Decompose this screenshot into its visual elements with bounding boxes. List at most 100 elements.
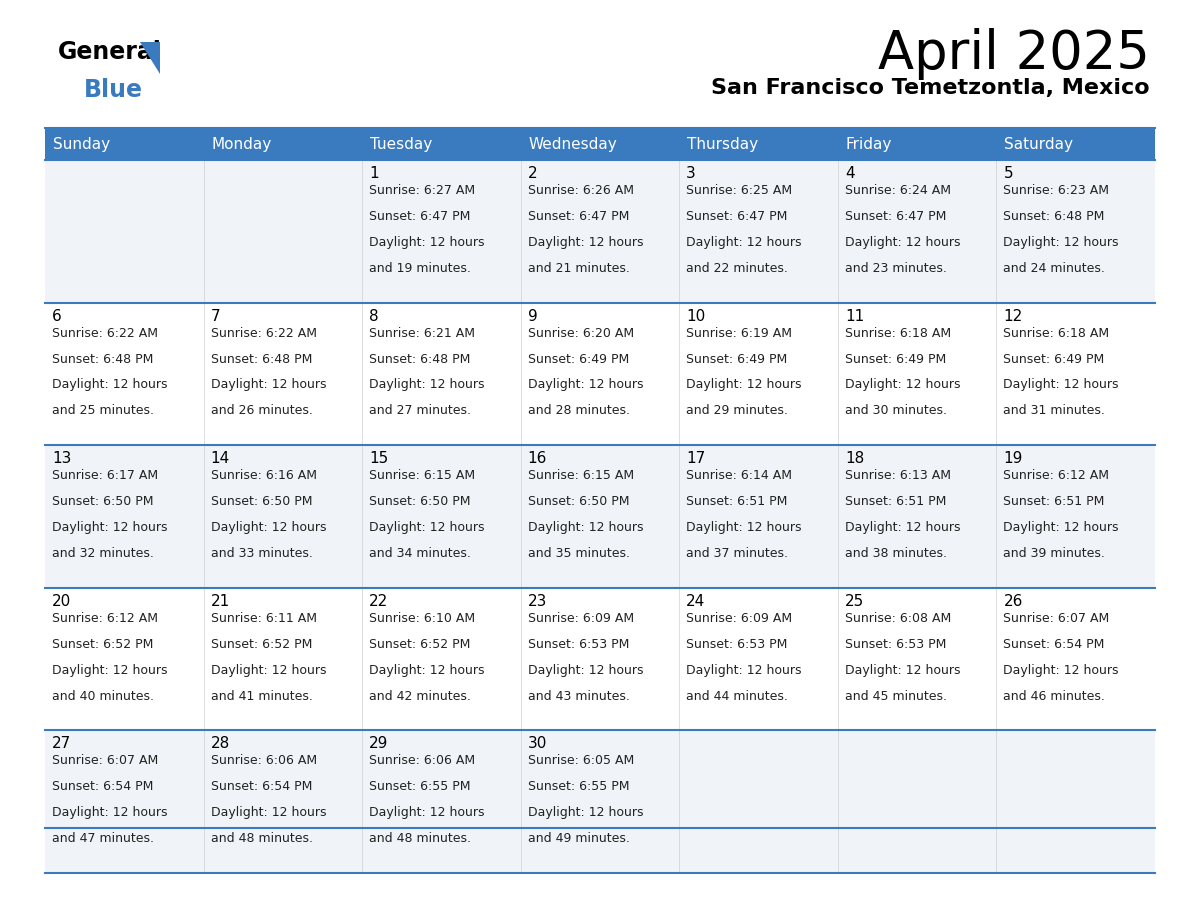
- Bar: [203, 303, 362, 445]
- Text: and 23 minutes.: and 23 minutes.: [845, 262, 947, 274]
- Bar: [680, 731, 838, 873]
- Text: Sunrise: 6:07 AM: Sunrise: 6:07 AM: [1004, 611, 1110, 625]
- Text: San Francisco Temetzontla, Mexico: San Francisco Temetzontla, Mexico: [712, 78, 1150, 98]
- Text: 16: 16: [527, 452, 548, 466]
- Text: and 26 minutes.: and 26 minutes.: [210, 405, 312, 418]
- Text: Sunset: 6:55 PM: Sunset: 6:55 PM: [369, 780, 470, 793]
- Text: Daylight: 12 hours: Daylight: 12 hours: [845, 378, 960, 391]
- Text: Daylight: 12 hours: Daylight: 12 hours: [369, 806, 485, 819]
- Text: Daylight: 12 hours: Daylight: 12 hours: [369, 236, 485, 249]
- Text: Daylight: 12 hours: Daylight: 12 hours: [687, 521, 802, 534]
- Text: and 45 minutes.: and 45 minutes.: [845, 689, 947, 702]
- Text: and 35 minutes.: and 35 minutes.: [527, 547, 630, 560]
- Text: and 47 minutes.: and 47 minutes.: [52, 833, 154, 845]
- Text: and 39 minutes.: and 39 minutes.: [1004, 547, 1105, 560]
- Bar: [997, 445, 1155, 588]
- Text: Sunset: 6:53 PM: Sunset: 6:53 PM: [687, 638, 788, 651]
- Text: Sunset: 6:49 PM: Sunset: 6:49 PM: [1004, 353, 1105, 365]
- Text: and 48 minutes.: and 48 minutes.: [210, 833, 312, 845]
- Bar: [203, 731, 362, 873]
- Text: Sunrise: 6:24 AM: Sunrise: 6:24 AM: [845, 184, 950, 197]
- Text: Sunrise: 6:22 AM: Sunrise: 6:22 AM: [210, 327, 316, 340]
- Text: General: General: [58, 40, 162, 64]
- Text: Daylight: 12 hours: Daylight: 12 hours: [1004, 521, 1119, 534]
- Text: Daylight: 12 hours: Daylight: 12 hours: [369, 521, 485, 534]
- Text: 10: 10: [687, 308, 706, 324]
- Text: Friday: Friday: [846, 137, 892, 151]
- Text: Sunset: 6:55 PM: Sunset: 6:55 PM: [527, 780, 630, 793]
- Text: Sunday: Sunday: [53, 137, 110, 151]
- Text: 25: 25: [845, 594, 864, 609]
- Bar: [838, 303, 997, 445]
- Text: Sunrise: 6:27 AM: Sunrise: 6:27 AM: [369, 184, 475, 197]
- Text: and 37 minutes.: and 37 minutes.: [687, 547, 789, 560]
- Text: Daylight: 12 hours: Daylight: 12 hours: [369, 664, 485, 677]
- Text: and 42 minutes.: and 42 minutes.: [369, 689, 470, 702]
- Bar: [203, 588, 362, 731]
- Text: 11: 11: [845, 308, 864, 324]
- Text: 8: 8: [369, 308, 379, 324]
- Text: Sunset: 6:47 PM: Sunset: 6:47 PM: [687, 210, 788, 223]
- Text: and 27 minutes.: and 27 minutes.: [369, 405, 472, 418]
- Bar: [680, 303, 838, 445]
- Bar: [362, 128, 520, 160]
- Text: Daylight: 12 hours: Daylight: 12 hours: [369, 378, 485, 391]
- Text: and 48 minutes.: and 48 minutes.: [369, 833, 472, 845]
- Text: Sunrise: 6:21 AM: Sunrise: 6:21 AM: [369, 327, 475, 340]
- Bar: [838, 588, 997, 731]
- Text: Sunrise: 6:15 AM: Sunrise: 6:15 AM: [527, 469, 634, 482]
- Text: Sunrise: 6:07 AM: Sunrise: 6:07 AM: [52, 755, 158, 767]
- Text: 6: 6: [52, 308, 62, 324]
- Bar: [997, 588, 1155, 731]
- Bar: [520, 128, 680, 160]
- Text: 12: 12: [1004, 308, 1023, 324]
- Text: 15: 15: [369, 452, 388, 466]
- Text: 3: 3: [687, 166, 696, 181]
- Bar: [203, 128, 362, 160]
- Text: 27: 27: [52, 736, 71, 752]
- Text: 9: 9: [527, 308, 537, 324]
- Bar: [997, 303, 1155, 445]
- Text: Saturday: Saturday: [1004, 137, 1074, 151]
- Text: 20: 20: [52, 594, 71, 609]
- Text: 22: 22: [369, 594, 388, 609]
- Text: Sunrise: 6:11 AM: Sunrise: 6:11 AM: [210, 611, 316, 625]
- Bar: [997, 731, 1155, 873]
- Text: 7: 7: [210, 308, 220, 324]
- Bar: [45, 445, 203, 588]
- Text: Thursday: Thursday: [688, 137, 758, 151]
- Text: Sunrise: 6:18 AM: Sunrise: 6:18 AM: [845, 327, 950, 340]
- Text: Sunset: 6:50 PM: Sunset: 6:50 PM: [210, 495, 312, 509]
- Text: Daylight: 12 hours: Daylight: 12 hours: [845, 664, 960, 677]
- Text: Wednesday: Wednesday: [529, 137, 618, 151]
- Text: 1: 1: [369, 166, 379, 181]
- Text: April 2025: April 2025: [878, 28, 1150, 80]
- Text: Sunset: 6:48 PM: Sunset: 6:48 PM: [369, 353, 470, 365]
- Text: and 32 minutes.: and 32 minutes.: [52, 547, 154, 560]
- Text: Daylight: 12 hours: Daylight: 12 hours: [687, 378, 802, 391]
- Text: 14: 14: [210, 452, 229, 466]
- Bar: [362, 445, 520, 588]
- Text: 4: 4: [845, 166, 854, 181]
- Text: Sunset: 6:54 PM: Sunset: 6:54 PM: [52, 780, 153, 793]
- Text: Sunset: 6:51 PM: Sunset: 6:51 PM: [1004, 495, 1105, 509]
- Text: and 34 minutes.: and 34 minutes.: [369, 547, 470, 560]
- Text: and 44 minutes.: and 44 minutes.: [687, 689, 788, 702]
- Text: Sunset: 6:47 PM: Sunset: 6:47 PM: [369, 210, 470, 223]
- Text: Daylight: 12 hours: Daylight: 12 hours: [687, 664, 802, 677]
- Text: Daylight: 12 hours: Daylight: 12 hours: [210, 806, 326, 819]
- Text: and 33 minutes.: and 33 minutes.: [210, 547, 312, 560]
- Text: and 29 minutes.: and 29 minutes.: [687, 405, 788, 418]
- Text: Sunrise: 6:18 AM: Sunrise: 6:18 AM: [1004, 327, 1110, 340]
- Text: 17: 17: [687, 452, 706, 466]
- Text: Sunrise: 6:12 AM: Sunrise: 6:12 AM: [52, 611, 158, 625]
- Text: 18: 18: [845, 452, 864, 466]
- Text: and 46 minutes.: and 46 minutes.: [1004, 689, 1105, 702]
- Text: Sunset: 6:47 PM: Sunset: 6:47 PM: [527, 210, 630, 223]
- Text: Sunrise: 6:10 AM: Sunrise: 6:10 AM: [369, 611, 475, 625]
- Text: Sunrise: 6:23 AM: Sunrise: 6:23 AM: [1004, 184, 1110, 197]
- Text: Sunrise: 6:15 AM: Sunrise: 6:15 AM: [369, 469, 475, 482]
- Text: 26: 26: [1004, 594, 1023, 609]
- Text: Sunset: 6:50 PM: Sunset: 6:50 PM: [52, 495, 153, 509]
- Text: Daylight: 12 hours: Daylight: 12 hours: [527, 378, 643, 391]
